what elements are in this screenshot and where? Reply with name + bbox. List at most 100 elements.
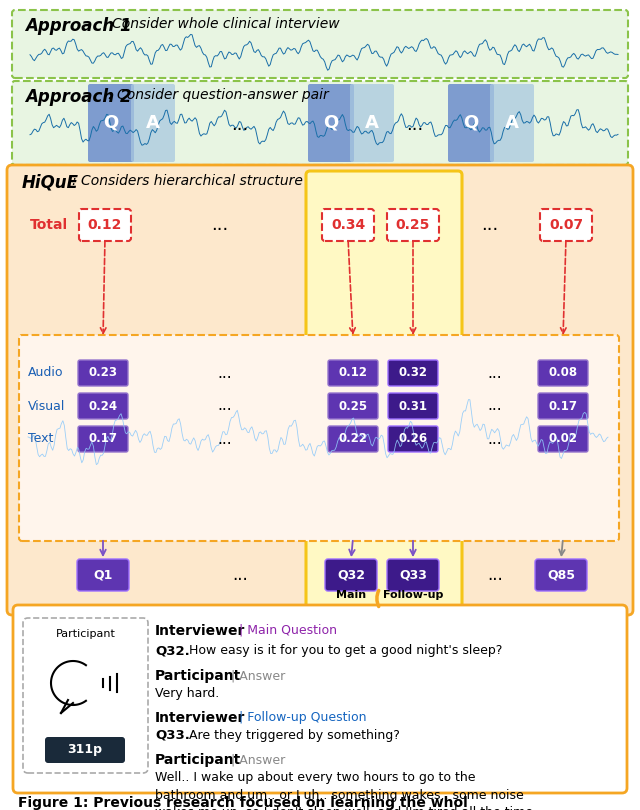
FancyBboxPatch shape: [19, 335, 619, 541]
Text: Participant: Participant: [155, 669, 241, 683]
FancyBboxPatch shape: [12, 10, 628, 78]
FancyBboxPatch shape: [45, 737, 125, 763]
Text: How easy is it for you to get a good night's sleep?: How easy is it for you to get a good nig…: [189, 644, 502, 657]
Text: Participant: Participant: [56, 629, 115, 639]
Text: : Consider question-answer pair: : Consider question-answer pair: [108, 88, 329, 102]
FancyBboxPatch shape: [322, 209, 374, 241]
Text: A: A: [365, 114, 379, 132]
FancyBboxPatch shape: [388, 393, 438, 419]
Text: 0.24: 0.24: [88, 399, 118, 412]
Text: | Follow-up Question: | Follow-up Question: [235, 711, 367, 724]
Text: ...: ...: [488, 365, 502, 381]
FancyBboxPatch shape: [538, 393, 588, 419]
FancyBboxPatch shape: [306, 171, 462, 609]
FancyBboxPatch shape: [388, 360, 438, 386]
Text: Q1: Q1: [93, 569, 113, 582]
Text: Well.. I wake up about every two hours to go to the
bathroom and um.. or I uh.. : Well.. I wake up about every two hours t…: [155, 771, 537, 810]
FancyBboxPatch shape: [328, 360, 378, 386]
Text: | Answer: | Answer: [227, 669, 285, 682]
FancyBboxPatch shape: [328, 426, 378, 452]
FancyBboxPatch shape: [23, 618, 148, 773]
Text: A: A: [505, 114, 519, 132]
Text: 0.08: 0.08: [548, 366, 577, 380]
FancyBboxPatch shape: [448, 84, 494, 162]
Text: Very hard.: Very hard.: [155, 687, 220, 700]
Text: 0.31: 0.31: [399, 399, 428, 412]
Text: ...: ...: [488, 399, 502, 413]
Text: ...: ...: [232, 566, 248, 584]
Text: Q33: Q33: [399, 569, 427, 582]
Text: Participant: Participant: [155, 753, 241, 767]
FancyBboxPatch shape: [388, 426, 438, 452]
Text: Q: Q: [104, 114, 118, 132]
FancyBboxPatch shape: [77, 559, 129, 591]
Text: ...: ...: [487, 566, 503, 584]
Text: HiQuE: HiQuE: [22, 174, 79, 192]
Text: ...: ...: [218, 432, 232, 446]
Text: Main: Main: [336, 590, 366, 600]
FancyBboxPatch shape: [13, 605, 627, 793]
Text: Follow-up: Follow-up: [383, 590, 443, 600]
FancyBboxPatch shape: [78, 426, 128, 452]
Text: 0.32: 0.32: [399, 366, 428, 380]
Text: Q: Q: [463, 114, 479, 132]
FancyBboxPatch shape: [538, 360, 588, 386]
Text: ...: ...: [211, 216, 228, 234]
Text: 0.02: 0.02: [548, 433, 577, 446]
Text: 0.26: 0.26: [399, 433, 428, 446]
Text: ...: ...: [481, 216, 499, 234]
Text: Interviewer: Interviewer: [155, 711, 245, 725]
Text: : Considers hierarchical structure: : Considers hierarchical structure: [72, 174, 303, 188]
Text: 0.17: 0.17: [88, 433, 118, 446]
Text: Are they triggered by something?: Are they triggered by something?: [189, 729, 400, 742]
Text: Q: Q: [323, 114, 339, 132]
Text: Interviewer: Interviewer: [155, 624, 245, 638]
FancyBboxPatch shape: [78, 360, 128, 386]
FancyBboxPatch shape: [350, 84, 394, 162]
Text: ...: ...: [406, 116, 424, 134]
Text: ...: ...: [218, 399, 232, 413]
Text: | Main Question: | Main Question: [235, 624, 337, 637]
Text: Q85: Q85: [547, 569, 575, 582]
Text: 0.34: 0.34: [331, 218, 365, 232]
Text: | Answer: | Answer: [227, 753, 285, 766]
Text: Total: Total: [30, 218, 68, 232]
FancyBboxPatch shape: [540, 209, 592, 241]
Text: 0.25: 0.25: [396, 218, 430, 232]
Text: Q32.: Q32.: [155, 644, 189, 657]
FancyBboxPatch shape: [78, 393, 128, 419]
FancyBboxPatch shape: [325, 559, 377, 591]
FancyBboxPatch shape: [535, 559, 587, 591]
Text: Figure 1: Previous research focused on learning the whol: Figure 1: Previous research focused on l…: [18, 796, 468, 810]
Text: 0.17: 0.17: [548, 399, 577, 412]
Text: 0.12: 0.12: [339, 366, 367, 380]
FancyBboxPatch shape: [88, 84, 134, 162]
Text: Audio: Audio: [28, 366, 63, 380]
FancyBboxPatch shape: [490, 84, 534, 162]
Text: A: A: [146, 114, 160, 132]
Text: 0.23: 0.23: [88, 366, 118, 380]
FancyBboxPatch shape: [7, 165, 633, 615]
Text: : Consider whole clinical interview: : Consider whole clinical interview: [103, 17, 340, 31]
Text: Visual: Visual: [28, 399, 65, 412]
FancyBboxPatch shape: [131, 84, 175, 162]
FancyBboxPatch shape: [308, 84, 354, 162]
FancyBboxPatch shape: [387, 209, 439, 241]
Text: Q32: Q32: [337, 569, 365, 582]
Text: 0.07: 0.07: [549, 218, 583, 232]
FancyBboxPatch shape: [328, 393, 378, 419]
Text: 0.12: 0.12: [88, 218, 122, 232]
Text: ...: ...: [218, 365, 232, 381]
FancyBboxPatch shape: [79, 209, 131, 241]
FancyBboxPatch shape: [387, 559, 439, 591]
Text: ...: ...: [488, 432, 502, 446]
Text: 311p: 311p: [67, 744, 102, 757]
Text: 0.25: 0.25: [339, 399, 367, 412]
Text: ...: ...: [232, 116, 248, 134]
Text: Text: Text: [28, 433, 53, 446]
FancyBboxPatch shape: [12, 81, 628, 165]
Text: 0.22: 0.22: [339, 433, 367, 446]
Text: Q33.: Q33.: [155, 729, 190, 742]
Text: Approach 2: Approach 2: [25, 88, 132, 106]
FancyBboxPatch shape: [538, 426, 588, 452]
